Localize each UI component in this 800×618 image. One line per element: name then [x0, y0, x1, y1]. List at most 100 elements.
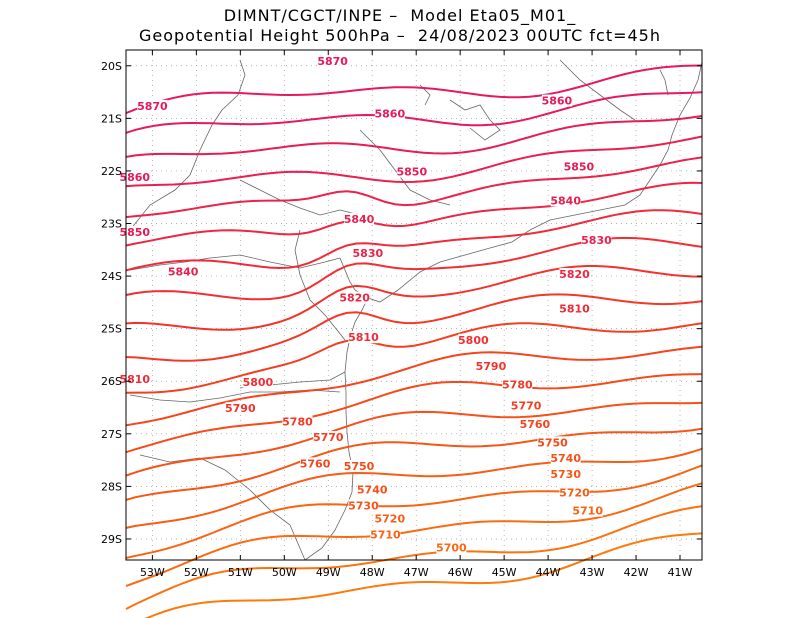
- contour-label: 5780: [502, 378, 533, 391]
- contour-label-bg: [559, 268, 590, 281]
- contour-label: 5840: [344, 213, 375, 226]
- contour-5770: [125, 322, 703, 394]
- lat-tick-label: 25S: [101, 323, 122, 336]
- contour-5760: [125, 345, 703, 427]
- lon-tick-label: 49W: [316, 566, 341, 579]
- state-border: [239, 179, 361, 216]
- contour-label: 5810: [119, 373, 150, 386]
- contour-label-bg: [563, 160, 594, 173]
- contour-label-bg: [374, 512, 405, 525]
- contour-label-bg: [348, 331, 379, 344]
- contour-label-bg: [168, 265, 199, 278]
- lat-tick-label: 26S: [101, 375, 122, 388]
- contour-label: 5810: [348, 331, 379, 344]
- contour-5730: [125, 427, 703, 501]
- contour-label: 5770: [313, 431, 344, 444]
- contour-label: 5790: [225, 402, 256, 415]
- contour-label: 5710: [370, 528, 401, 541]
- contour-label: 5830: [581, 234, 612, 247]
- contour-label: 5820: [559, 268, 590, 281]
- contour-label-bg: [119, 373, 150, 386]
- contour-label: 5850: [119, 226, 150, 239]
- lat-tick-label: 29S: [101, 533, 122, 546]
- lon-tick-label: 51W: [228, 566, 253, 579]
- contour-label: 5730: [550, 468, 581, 481]
- lat-tick-label: 27S: [101, 428, 122, 441]
- contour-label: 5850: [396, 166, 427, 179]
- contour-label: 5870: [137, 100, 168, 113]
- contour-5680: [144, 532, 703, 618]
- contour-label-bg: [572, 504, 603, 517]
- coast-detail: [659, 69, 669, 96]
- contour-label-bg: [475, 360, 506, 373]
- country-border: [139, 454, 306, 561]
- contour-5860: [125, 91, 703, 134]
- contour-label: 5860: [375, 108, 406, 121]
- axis-ticks: 53W 52W 51W 50W 49W 48W 47W 46W 45W 44W 43W 42W 41W 2…: [101, 50, 702, 579]
- lon-tick-label: 50W: [272, 566, 297, 579]
- coast-detail: [449, 99, 501, 141]
- contour-5810: [125, 209, 703, 272]
- contour-label-bg: [537, 436, 568, 449]
- contour-label-bg: [370, 528, 401, 541]
- lon-tick-label: 44W: [536, 566, 561, 579]
- contour-label: 5840: [550, 194, 581, 207]
- contour-labels: 5870 5870 5860 5860 5860 5850 5850 5850 5840 5840…: [119, 55, 612, 554]
- lon-tick-label: 52W: [184, 566, 209, 579]
- contour-label: 5820: [339, 292, 370, 305]
- contour-label: 5860: [542, 95, 573, 108]
- lon-tick-label: 41W: [668, 566, 693, 579]
- contour-label: 5730: [348, 499, 379, 512]
- contour-label: 5740: [550, 452, 581, 465]
- contour-5840: [125, 135, 703, 188]
- contour-5720: [125, 447, 703, 529]
- contour-label-bg: [242, 375, 273, 388]
- contour-label-bg: [581, 233, 612, 246]
- contour-5690: [125, 505, 703, 610]
- map-frame: [125, 49, 703, 561]
- contour-label-bg: [348, 499, 379, 512]
- map-title-line1: DIMNT/CGCT/INPE – Model Eta05_M01_: [223, 6, 577, 25]
- contour-label: 5740: [357, 484, 388, 497]
- contour-label: 5750: [344, 460, 375, 473]
- contour-label-bg: [559, 486, 590, 499]
- contour-label: 5780: [282, 415, 313, 428]
- contour-label-bg: [339, 291, 370, 304]
- contour-label: 5800: [458, 334, 489, 347]
- contour-5780: [125, 293, 703, 362]
- contour-label: 5760: [300, 457, 331, 470]
- contour-label: 5760: [520, 418, 551, 431]
- contour-label: 5710: [572, 505, 603, 518]
- lon-tick-label: 47W: [404, 566, 429, 579]
- contour-5700: [125, 482, 703, 587]
- contour-label-bg: [137, 99, 168, 112]
- contour-5790: [125, 265, 703, 331]
- contour-5850: [125, 115, 703, 158]
- contour-5740: [125, 401, 703, 477]
- lat-tick-label: 24S: [101, 270, 122, 283]
- lon-tick-label: 53W: [140, 566, 165, 579]
- state-border: [129, 59, 246, 231]
- contour-label: 5720: [559, 486, 590, 499]
- lat-tick-label: 23S: [101, 218, 122, 231]
- height-contours: [125, 64, 703, 618]
- contour-label: 5720: [375, 513, 406, 526]
- contour-label-bg: [374, 107, 405, 120]
- contour-label-bg: [119, 170, 150, 183]
- contour-5800: [125, 236, 703, 301]
- contour-label-bg: [313, 431, 344, 444]
- contour-label-bg: [357, 483, 388, 496]
- contour-label-bg: [550, 452, 581, 465]
- contour-label: 5700: [436, 541, 467, 554]
- coastline-south: [304, 297, 369, 561]
- lat-tick-label: 20S: [101, 60, 122, 73]
- contour-label-bg: [550, 467, 581, 480]
- contour-label: 5860: [119, 171, 150, 184]
- lon-tick-label: 43W: [580, 566, 605, 579]
- lat-tick-label: 21S: [101, 112, 122, 125]
- contour-label-bg: [225, 402, 256, 415]
- lon-tick-label: 42W: [624, 566, 649, 579]
- contour-label-bg: [458, 333, 489, 346]
- contour-label-bg: [519, 417, 550, 430]
- lat-tick-label: 22S: [101, 165, 122, 178]
